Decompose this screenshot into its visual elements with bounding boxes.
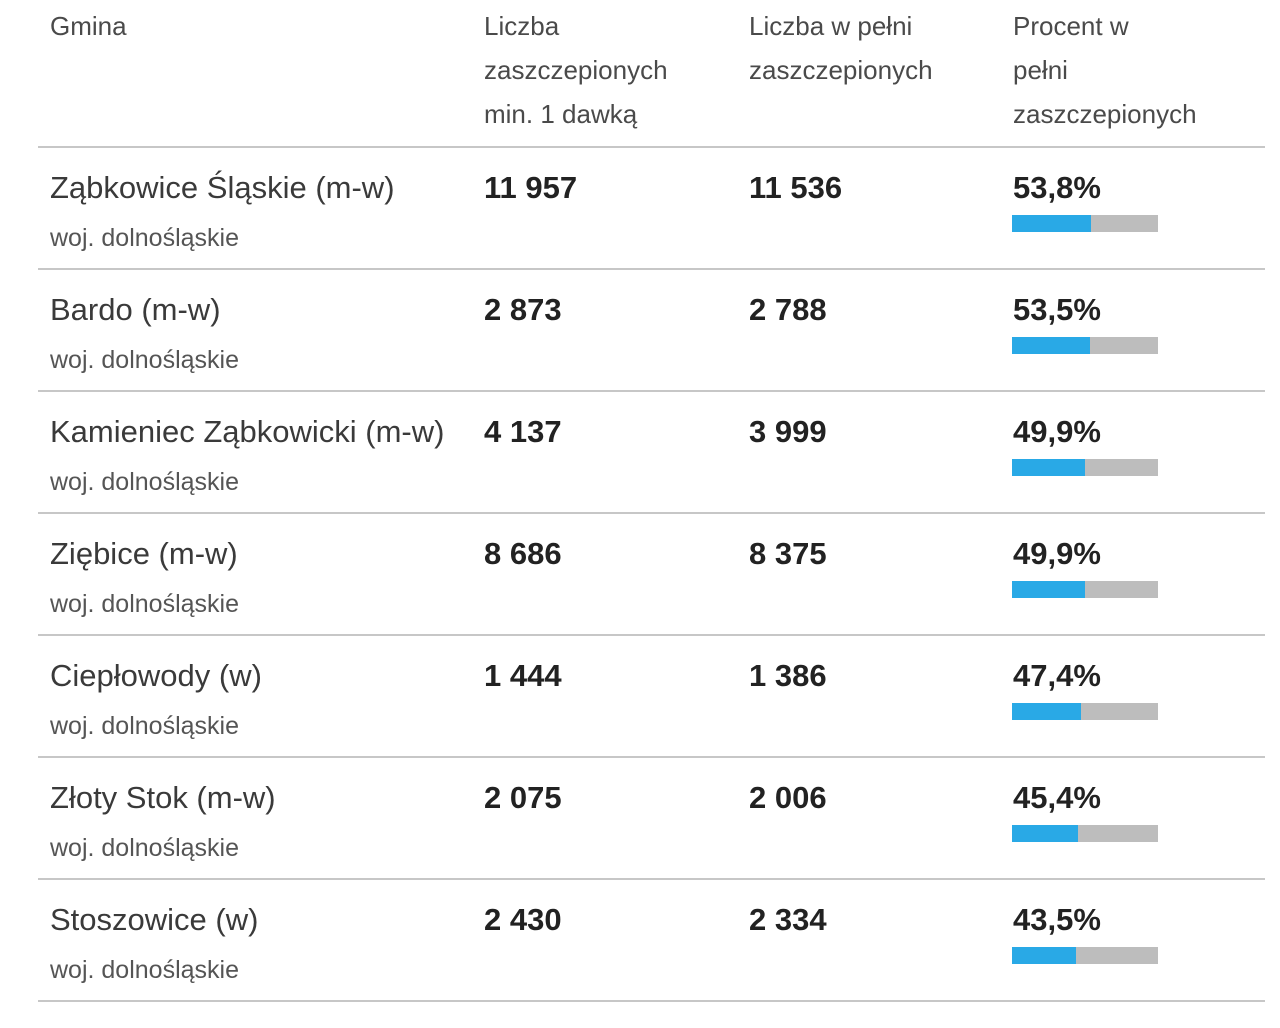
count-fully-vaccinated: 8 375 bbox=[749, 536, 827, 571]
table-header: Gmina Liczba zaszczepionych min. 1 dawką… bbox=[38, 0, 1265, 148]
percent-bar bbox=[1012, 215, 1158, 232]
column-header-percent[interactable]: Procent w pełni zaszczepionych bbox=[1013, 11, 1197, 129]
percent-bar-fill bbox=[1012, 337, 1091, 354]
percent-bar-fill bbox=[1012, 825, 1079, 842]
percent-fully-vaccinated: 53,5% bbox=[1013, 292, 1101, 327]
percent-bar bbox=[1012, 825, 1158, 842]
percent-fully-vaccinated: 53,8% bbox=[1013, 170, 1101, 205]
count-fully-vaccinated: 2 006 bbox=[749, 780, 827, 815]
vaccination-table: Gmina Liczba zaszczepionych min. 1 dawką… bbox=[38, 0, 1265, 1002]
region-label: woj. dolnośląskie bbox=[50, 834, 239, 862]
gmina-name: Ziębice (m-w) bbox=[50, 536, 238, 571]
percent-bar-fill bbox=[1012, 947, 1076, 964]
percent-fully-vaccinated: 47,4% bbox=[1013, 658, 1101, 693]
column-header-full[interactable]: Liczba w pełni zaszczepionych bbox=[749, 11, 933, 85]
percent-bar bbox=[1012, 947, 1158, 964]
count-min1-dose: 1 444 bbox=[484, 658, 562, 693]
gmina-name: Złoty Stok (m-w) bbox=[50, 780, 276, 815]
table-row: Ziębice (m-w) woj. dolnośląskie 8 686 8 … bbox=[38, 514, 1265, 636]
percent-bar-fill bbox=[1012, 459, 1085, 476]
count-min1-dose: 2 430 bbox=[484, 902, 562, 937]
percent-fully-vaccinated: 43,5% bbox=[1013, 902, 1101, 937]
table-row: Stoszowice (w) woj. dolnośląskie 2 430 2… bbox=[38, 880, 1265, 1002]
percent-bar-fill bbox=[1012, 703, 1082, 720]
percent-bar-fill bbox=[1012, 581, 1085, 598]
count-fully-vaccinated: 3 999 bbox=[749, 414, 827, 449]
gmina-name: Ciepłowody (w) bbox=[50, 658, 262, 693]
column-header-min1[interactable]: Liczba zaszczepionych min. 1 dawką bbox=[484, 11, 668, 129]
column-header-gmina[interactable]: Gmina bbox=[50, 11, 127, 41]
count-fully-vaccinated: 2 788 bbox=[749, 292, 827, 327]
region-label: woj. dolnośląskie bbox=[50, 712, 239, 740]
count-min1-dose: 2 075 bbox=[484, 780, 562, 815]
count-fully-vaccinated: 1 386 bbox=[749, 658, 827, 693]
table-row: Kamieniec Ząbkowicki (m-w) woj. dolnoślą… bbox=[38, 392, 1265, 514]
percent-bar-fill bbox=[1012, 215, 1091, 232]
count-min1-dose: 8 686 bbox=[484, 536, 562, 571]
count-fully-vaccinated: 11 536 bbox=[749, 170, 843, 205]
region-label: woj. dolnośląskie bbox=[50, 224, 239, 252]
gmina-name: Bardo (m-w) bbox=[50, 292, 221, 327]
region-label: woj. dolnośląskie bbox=[50, 590, 239, 618]
region-label: woj. dolnośląskie bbox=[50, 956, 239, 984]
region-label: woj. dolnośląskie bbox=[50, 468, 239, 496]
table-row: Złoty Stok (m-w) woj. dolnośląskie 2 075… bbox=[38, 758, 1265, 880]
count-min1-dose: 11 957 bbox=[484, 170, 578, 205]
table-row: Ząbkowice Śląskie (m-w) woj. dolnośląski… bbox=[38, 148, 1265, 270]
gmina-name: Kamieniec Ząbkowicki (m-w) bbox=[50, 414, 445, 449]
gmina-name: Stoszowice (w) bbox=[50, 902, 259, 937]
percent-fully-vaccinated: 49,9% bbox=[1013, 536, 1101, 571]
table-row: Ciepłowody (w) woj. dolnośląskie 1 444 1… bbox=[38, 636, 1265, 758]
gmina-name: Ząbkowice Śląskie (m-w) bbox=[50, 170, 395, 205]
percent-fully-vaccinated: 45,4% bbox=[1013, 780, 1101, 815]
table-row: Bardo (m-w) woj. dolnośląskie 2 873 2 78… bbox=[38, 270, 1265, 392]
percent-fully-vaccinated: 49,9% bbox=[1013, 414, 1101, 449]
count-min1-dose: 4 137 bbox=[484, 414, 562, 449]
region-label: woj. dolnośląskie bbox=[50, 346, 239, 374]
percent-bar bbox=[1012, 703, 1158, 720]
percent-bar bbox=[1012, 581, 1158, 598]
percent-bar bbox=[1012, 459, 1158, 476]
count-min1-dose: 2 873 bbox=[484, 292, 562, 327]
count-fully-vaccinated: 2 334 bbox=[749, 902, 827, 937]
percent-bar bbox=[1012, 337, 1158, 354]
